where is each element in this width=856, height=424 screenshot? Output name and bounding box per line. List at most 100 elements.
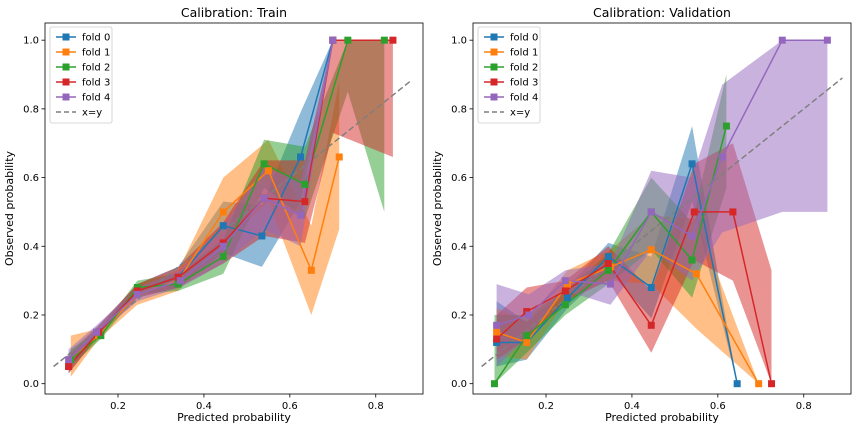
panel-0-ytick-label-4: 0.8 (23, 104, 39, 115)
panel-0-xtick-label-0: 0.2 (110, 401, 126, 412)
panel-0-series-2-point-6 (301, 180, 309, 188)
panel-1-series-4-point-8 (823, 36, 831, 44)
panel-1-series-2-point-3 (604, 266, 612, 274)
panel-1-ytick-label-4: 0.8 (451, 104, 467, 115)
panel-0-legend: fold 0 fold 1 fold 2 fold 3 fold 4 x=y (49, 26, 113, 124)
panel-0-series-4-point-7 (329, 36, 337, 44)
panel-0-series-0-point-6 (297, 153, 305, 161)
panel-1-series-4-point-3 (606, 280, 614, 288)
calibration-validation-panel: 0.2 0.4 0.6 0.8 0.0 0.2 0.4 0.6 0.8 1.0 Calibratio… (431, 5, 852, 424)
panel-0-series-0-point-5 (258, 232, 266, 240)
panel-1-legend-marker-3 (490, 78, 498, 86)
panel-1-series-3-point-4 (647, 321, 655, 329)
panel-0-legend-marker-1 (62, 48, 70, 56)
panel-1-ytick-label-0: 0.0 (451, 379, 467, 390)
panel-1-ylabel: Observed probability (431, 150, 444, 266)
panel-1-series-1-point-0 (493, 328, 501, 336)
panel-1-series-1-point-6 (755, 380, 763, 388)
panel-0-series-4-point-2 (133, 290, 141, 298)
panel-0-series-1-point-4 (219, 208, 227, 216)
panel-0-series-1-point-6 (307, 266, 315, 274)
panel-1-diagonal-line (481, 77, 843, 368)
panel-1-series-2-point-6 (722, 122, 730, 130)
panel-1-legend-marker-2 (490, 63, 498, 71)
panel-0-legend-label-3: fold 3 (82, 78, 110, 89)
panel-0-series-4-point-5 (260, 194, 268, 202)
panel-0-xtick-label-1: 0.4 (196, 401, 212, 412)
panel-1-legend-label-diagonal: x=y (510, 108, 530, 119)
panel-1-legend-label-4: fold 4 (510, 93, 538, 104)
panel-1-series-0-point-2 (564, 294, 571, 302)
panel-1-legend: fold 0 fold 1 fold 2 fold 3 fold 4 x=y (477, 26, 541, 124)
calibration-train-panel: 0.2 0.4 0.6 0.8 0.0 0.2 0.4 0.6 0.8 1.0 Calibratio… (3, 5, 424, 424)
panel-0-series-4-point-0 (65, 356, 73, 364)
panel-1-legend-label-0: fold 0 (510, 33, 538, 44)
panel-0-legend-label-0: fold 0 (82, 33, 110, 44)
panel-0-legend-label-diagonal: x=y (82, 108, 102, 119)
panel-0-series-2-point-4 (219, 253, 227, 261)
panel-1-series-3-point-6 (729, 208, 737, 216)
panel-0-series-0-point-4 (219, 222, 227, 230)
panel-0-xtick-label-2: 0.6 (282, 401, 298, 412)
panel-0-legend-label-1: fold 1 (82, 48, 110, 59)
panel-0-ylabel: Observed probability (3, 150, 16, 266)
panel-0-legend-marker-0 (62, 33, 70, 41)
panel-0-legend-label-4: fold 4 (82, 93, 110, 104)
panel-0-series-3-point-8 (389, 36, 397, 44)
panel-0-ytick-label-0: 0.0 (23, 379, 39, 390)
panel-1-legend-label-3: fold 3 (510, 78, 538, 89)
panel-1-legend-label-2: fold 2 (510, 63, 538, 74)
panel-1-series-1-point-1 (523, 338, 531, 346)
panel-1-series-2-point-0 (490, 380, 498, 388)
panel-0-series-1-point-7 (335, 153, 343, 161)
panel-1-legend-label-1: fold 1 (510, 48, 538, 59)
panel-0-series-3-point-0 (65, 363, 73, 371)
panel-0-series-4-point-1 (93, 328, 101, 336)
panel-0-series-4-point-4 (219, 242, 227, 250)
panel-0-xlabel: Predicted probability (177, 411, 291, 424)
panel-1-legend-marker-1 (490, 48, 498, 56)
panel-1-series-4-point-7 (778, 36, 786, 44)
panel-0-series-4-point-6 (297, 211, 305, 219)
panel-1-ytick-label-5: 1.0 (451, 36, 467, 47)
panel-1-series-2-point-5 (688, 256, 696, 264)
panel-0-legend-label-2: fold 2 (82, 63, 110, 74)
panel-1-series-0-point-3 (604, 253, 612, 261)
panel-0-axes-frame (44, 22, 424, 395)
panel-0-ytick-label-3: 0.6 (23, 173, 39, 184)
panel-0-ytick-label-5: 1.0 (23, 36, 39, 47)
panel-1-series-0-point-5 (688, 160, 696, 168)
panel-0-series-line-4 (68, 40, 334, 361)
panel-1-ytick-label-2: 0.4 (451, 242, 467, 253)
panel-1-series-4-point-0 (493, 321, 501, 329)
panel-1-axes-frame (472, 22, 852, 395)
panel-1-series-3-point-7 (768, 380, 776, 388)
panel-1-xtick-label-1: 0.4 (624, 401, 640, 412)
panel-0-series-1-point-5 (264, 167, 272, 175)
panel-1-ytick-label-1: 0.2 (451, 310, 467, 321)
panel-1-series-4-point-2 (561, 277, 569, 285)
panel-0-series-3-point-6 (301, 198, 309, 206)
panel-1-series-4-point-6 (718, 153, 726, 161)
panel-1-title: Calibration: Validation (593, 5, 731, 20)
panel-1-series-line-3 (496, 211, 773, 384)
panel-1-legend-marker-0 (490, 33, 498, 41)
panel-0-ytick-label-2: 0.4 (23, 242, 39, 253)
panel-0-series-4-point-3 (176, 277, 184, 285)
panel-1-series-3-point-5 (690, 208, 698, 216)
panel-1-series-1-point-4 (647, 246, 655, 254)
panel-0-legend-marker-2 (62, 63, 70, 71)
panel-0-ytick-label-1: 0.2 (23, 310, 39, 321)
panel-1-series-0-point-6 (733, 380, 741, 388)
panel-0-legend-marker-4 (62, 93, 70, 101)
panel-1-ytick-label-3: 0.6 (451, 173, 467, 184)
panel-1-series-2-point-1 (523, 332, 531, 340)
panel-0-legend-marker-3 (62, 78, 70, 86)
panel-1-series-2-point-2 (561, 301, 569, 309)
panel-1-xlabel: Predicted probability (605, 411, 719, 424)
panel-0-series-2-point-7 (344, 36, 352, 44)
panel-1-legend-marker-4 (490, 93, 498, 101)
panel-0-series-2-point-8 (380, 36, 388, 44)
panel-0-title: Calibration: Train (181, 5, 287, 20)
